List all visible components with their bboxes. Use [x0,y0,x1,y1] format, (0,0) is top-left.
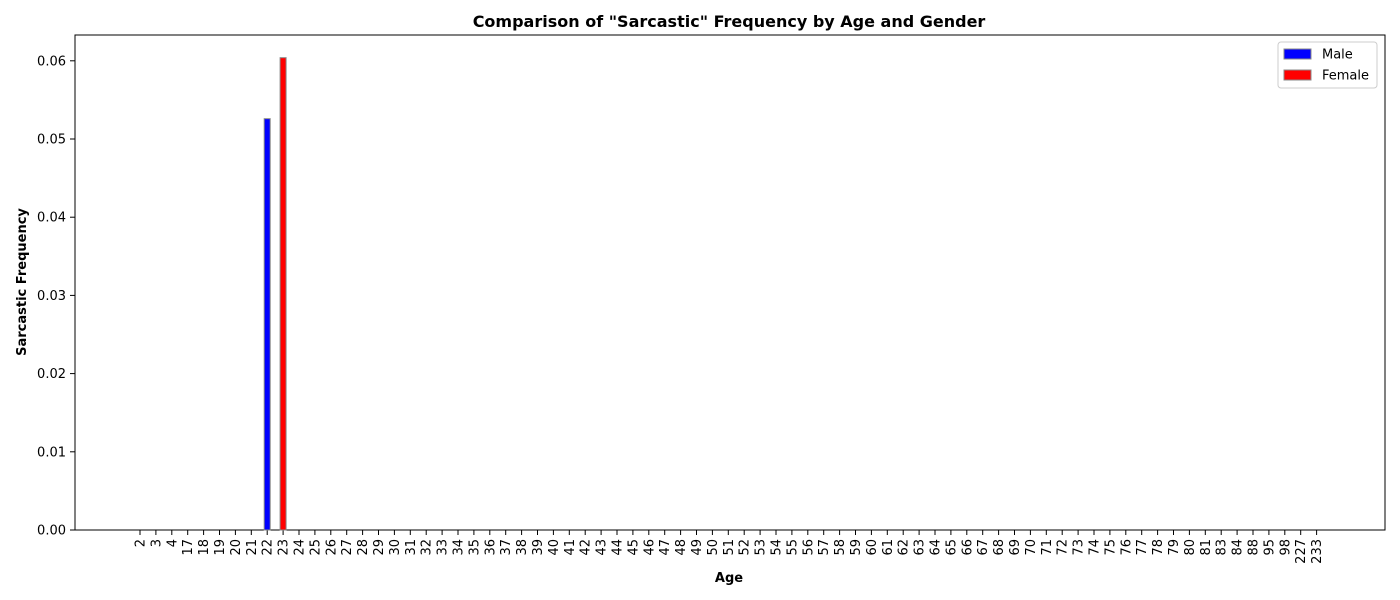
x-tick-label: 39 [531,539,546,556]
bars [263,57,287,531]
x-tick-label: 63 [913,539,928,556]
x-tick-label: 19 [213,539,228,556]
plot-area-frame [74,34,1386,531]
x-tick-label: 26 [324,539,339,556]
y-tick-label: 0.00 [37,524,66,539]
x-tick-label: 44 [611,539,626,556]
x-tick-label: 80 [1183,539,1198,556]
x-tick-label: 62 [897,539,912,556]
x-tick-label: 68 [992,539,1007,556]
x-tick-label: 20 [229,539,244,556]
x-tick-label: 33 [436,539,451,556]
x-tick-label: 42 [579,539,594,556]
x-tick-label: 36 [483,539,498,556]
x-tick-label: 98 [1278,539,1293,556]
x-tick-label: 31 [404,539,419,556]
y-tick-label: 0.01 [37,445,66,460]
x-tick-label: 50 [706,539,721,556]
legend-label-male: Male [1322,48,1353,63]
x-axis: 2 3 4 17 18 19 20 21 22 23 24 25 26 27 28 29 30 31 32 33 34 3… [134,530,1325,564]
x-tick-label: 74 [1088,539,1103,556]
x-tick-label: 45 [626,539,641,556]
x-tick-label: 17 [181,539,196,556]
x-tick-label: 47 [658,539,673,556]
x-tick-label: 88 [1247,539,1262,556]
x-tick-label: 95 [1262,539,1277,556]
legend: Male Female [1277,41,1378,89]
x-tick-label: 30 [388,539,403,556]
x-tick-label: 57 [817,539,832,556]
y-tick-label: 0.04 [37,211,66,226]
x-tick-label: 67 [976,539,991,556]
x-tick-label: 81 [1199,539,1214,556]
x-tick-label: 66 [960,539,975,556]
x-axis-label: Age [715,571,743,586]
x-tick-label: 59 [849,539,864,556]
x-tick-label: 75 [1103,539,1118,556]
x-tick-label: 49 [690,539,705,556]
x-tick-label: 28 [356,539,371,556]
x-tick-label: 54 [770,539,785,556]
y-axis-label: Sarcastic Frequency [15,208,30,356]
y-tick-label: 0.05 [37,133,66,148]
y-tick-label: 0.03 [37,289,66,304]
legend-swatch-male [1283,48,1312,60]
legend-label-female: Female [1322,69,1369,84]
x-tick-label: 22 [261,539,276,556]
x-tick-label: 56 [801,539,816,556]
bar-male-22 [263,118,271,531]
y-tick-label: 0.02 [37,367,66,382]
x-tick-label: 40 [547,539,562,556]
x-tick-label: 29 [372,539,387,556]
x-tick-label: 55 [785,539,800,556]
x-tick-label: 48 [674,539,689,556]
x-tick-label: 227 [1294,539,1309,564]
x-tick-label: 21 [245,539,260,556]
x-tick-label: 18 [197,539,212,556]
x-tick-label: 51 [722,539,737,556]
x-tick-label: 43 [595,539,610,556]
y-axis: 0.00 0.01 0.02 0.03 0.04 0.05 0.06 [37,54,75,539]
bar-female-23 [279,57,287,531]
x-tick-label: 58 [833,539,848,556]
x-tick-label: 71 [1040,539,1055,556]
x-tick-label: 60 [865,539,880,556]
x-tick-label: 32 [420,539,435,556]
x-tick-label: 72 [1056,539,1071,556]
x-tick-label: 233 [1310,539,1325,564]
x-tick-label: 34 [452,539,467,556]
x-tick-label: 61 [881,539,896,556]
x-tick-label: 23 [277,539,292,556]
x-tick-label: 64 [929,539,944,556]
x-tick-label: 70 [1024,539,1039,556]
x-tick-label: 65 [944,539,959,556]
x-tick-label: 84 [1231,539,1246,556]
y-tick-label: 0.06 [37,54,66,69]
x-tick-label: 38 [515,539,530,556]
x-tick-label: 78 [1151,539,1166,556]
x-tick-label: 27 [340,539,355,556]
x-tick-label: 37 [499,539,514,556]
chart-title: Comparison of "Sarcastic" Frequency by A… [473,12,986,31]
x-tick-label: 46 [642,539,657,556]
x-tick-label: 52 [738,539,753,556]
x-tick-label: 69 [1008,539,1023,556]
x-tick-label: 2 [134,539,149,547]
legend-swatch-female [1283,69,1312,81]
x-tick-label: 76 [1119,539,1134,556]
x-tick-label: 79 [1167,539,1182,556]
x-tick-label: 83 [1215,539,1230,556]
x-tick-label: 73 [1072,539,1087,556]
x-tick-label: 77 [1135,539,1150,556]
x-tick-label: 35 [467,539,482,556]
x-tick-label: 24 [293,539,308,556]
x-tick-label: 3 [149,539,164,547]
x-tick-label: 41 [563,539,578,556]
x-tick-label: 4 [165,539,180,547]
x-tick-label: 25 [308,539,323,556]
x-tick-label: 53 [754,539,769,556]
